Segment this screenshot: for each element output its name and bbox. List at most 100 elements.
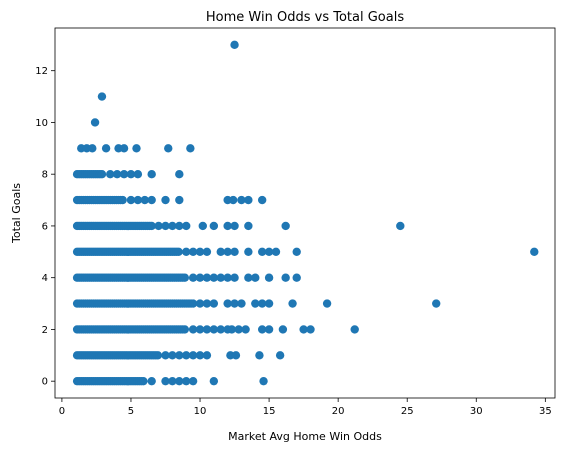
data-point bbox=[133, 169, 143, 179]
data-point bbox=[147, 376, 156, 386]
data-point bbox=[202, 273, 212, 282]
data-point bbox=[244, 273, 253, 282]
data-point bbox=[175, 221, 184, 231]
data-point bbox=[322, 299, 332, 308]
x-tick-label: 5 bbox=[128, 406, 134, 417]
data-point bbox=[202, 299, 212, 308]
data-point bbox=[223, 221, 232, 231]
data-point bbox=[237, 195, 246, 205]
data-point bbox=[230, 299, 239, 308]
data-point bbox=[133, 195, 143, 205]
data-point bbox=[244, 195, 253, 205]
data-point bbox=[216, 247, 225, 257]
data-point bbox=[241, 325, 250, 334]
data-point bbox=[175, 169, 184, 179]
data-point bbox=[153, 351, 163, 360]
data-point bbox=[154, 221, 163, 231]
x-tick-label: 35 bbox=[539, 406, 552, 417]
data-point bbox=[161, 195, 170, 205]
data-point bbox=[198, 221, 207, 231]
data-point bbox=[188, 351, 198, 360]
data-point bbox=[132, 144, 141, 153]
data-point bbox=[209, 376, 219, 386]
data-point bbox=[202, 351, 212, 360]
data-point bbox=[112, 169, 122, 179]
data-point bbox=[174, 247, 183, 257]
data-point bbox=[244, 247, 253, 257]
data-point bbox=[118, 195, 127, 205]
data-point bbox=[188, 247, 198, 257]
data-point bbox=[255, 351, 264, 360]
data-point bbox=[195, 247, 205, 257]
data-point bbox=[188, 299, 198, 308]
data-point bbox=[264, 325, 274, 334]
data-point bbox=[106, 169, 115, 179]
y-tick-label: 8 bbox=[42, 170, 48, 181]
data-point bbox=[161, 351, 170, 360]
data-point bbox=[186, 144, 195, 153]
data-point bbox=[182, 376, 191, 386]
x-tick-label: 15 bbox=[263, 406, 276, 417]
data-point bbox=[126, 169, 136, 179]
data-point bbox=[396, 221, 405, 231]
x-axis-ticks: 0 5 10 15 20 25 30 35 bbox=[59, 398, 552, 417]
data-point bbox=[216, 273, 225, 282]
data-point bbox=[292, 247, 301, 257]
data-point bbox=[257, 247, 267, 257]
y-axis-ticks: 0 2 4 6 8 10 12 bbox=[35, 66, 55, 388]
y-axis-label: Total Goals bbox=[10, 183, 23, 244]
data-point bbox=[97, 92, 107, 101]
data-point bbox=[180, 325, 190, 334]
y-tick-label: 4 bbox=[42, 273, 48, 284]
data-point bbox=[530, 247, 539, 257]
data-point bbox=[275, 351, 285, 360]
y-tick-label: 12 bbox=[35, 66, 48, 77]
data-point bbox=[251, 273, 260, 282]
x-tick-label: 25 bbox=[401, 406, 414, 417]
data-point bbox=[202, 247, 212, 257]
data-point bbox=[209, 221, 219, 231]
data-point bbox=[251, 299, 260, 308]
data-point bbox=[164, 144, 173, 153]
data-point bbox=[182, 247, 191, 257]
data-point bbox=[161, 221, 170, 231]
data-point bbox=[119, 144, 129, 153]
data-point bbox=[147, 169, 156, 179]
data-point bbox=[161, 376, 170, 386]
y-tick-label: 6 bbox=[42, 221, 48, 232]
data-point bbox=[188, 273, 198, 282]
data-point bbox=[259, 376, 268, 386]
data-point bbox=[175, 195, 184, 205]
data-point bbox=[264, 247, 274, 257]
y-tick-label: 0 bbox=[42, 377, 48, 388]
data-point bbox=[230, 40, 239, 50]
data-point bbox=[101, 144, 111, 153]
data-point bbox=[278, 325, 288, 334]
data-point bbox=[139, 376, 148, 386]
data-point bbox=[299, 325, 308, 334]
data-point bbox=[168, 376, 177, 386]
data-point bbox=[257, 195, 267, 205]
data-point bbox=[271, 247, 281, 257]
data-point bbox=[281, 273, 290, 282]
data-points bbox=[72, 40, 539, 386]
data-point bbox=[195, 325, 205, 334]
data-point bbox=[140, 195, 149, 205]
data-point bbox=[147, 195, 156, 205]
data-point bbox=[432, 299, 441, 308]
data-point bbox=[97, 169, 107, 179]
data-point bbox=[216, 325, 225, 334]
data-point bbox=[228, 195, 238, 205]
y-tick-label: 2 bbox=[42, 325, 48, 336]
data-point bbox=[180, 273, 190, 282]
data-point bbox=[195, 351, 205, 360]
data-point bbox=[223, 299, 232, 308]
data-point bbox=[168, 221, 177, 231]
data-point bbox=[230, 221, 239, 231]
data-point bbox=[223, 273, 232, 282]
data-point bbox=[182, 351, 191, 360]
data-point bbox=[350, 325, 359, 334]
data-point bbox=[292, 273, 301, 282]
